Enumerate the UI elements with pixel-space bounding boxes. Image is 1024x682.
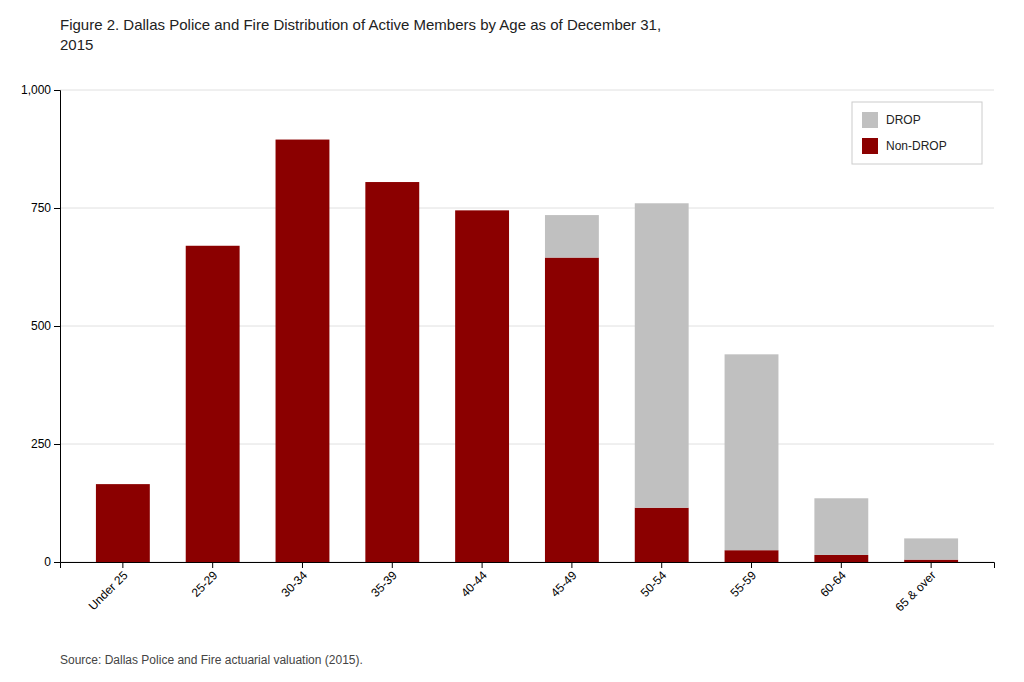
- bar: [904, 560, 958, 562]
- x-tick: 25-29: [189, 562, 221, 600]
- x-tick-label: 55-59: [728, 568, 760, 600]
- legend-swatch: [862, 138, 878, 154]
- x-tick: 30-34: [279, 562, 311, 600]
- x-tick-label: 50-54: [638, 568, 670, 600]
- x-tick: 40-44: [458, 562, 490, 600]
- x-tick-mark: [212, 562, 213, 568]
- title: Figure 2. Dallas Police and Fire Distrib…: [60, 16, 661, 53]
- y-tick-label: 500: [31, 319, 51, 333]
- y-tick-mark: [54, 90, 60, 91]
- bar: [96, 484, 150, 485]
- x-tick-label: 65 & over: [893, 568, 939, 614]
- grid-line: [60, 90, 994, 91]
- bar: [365, 182, 419, 183]
- x-axis-line: [61, 563, 995, 569]
- y-tick-mark: [54, 444, 60, 445]
- y-tick: 0: [44, 555, 60, 569]
- x-tick-label: Under 25: [86, 568, 131, 613]
- plot: 0 250 500 750 1,000 Under 25 25-29 30-34 35-39 40…: [21, 83, 995, 614]
- bar-series: [545, 203, 958, 559]
- x-tick: 65 & over: [893, 562, 939, 614]
- title-line: 2015: [60, 36, 93, 53]
- x-tick-label: 30-34: [279, 568, 311, 600]
- x-tick-label: 45-49: [548, 568, 580, 600]
- y-tick-label: 750: [31, 201, 51, 215]
- grid: [60, 90, 994, 562]
- title-line: Figure 2. Dallas Police and Fire Distrib…: [60, 16, 661, 33]
- y-tick: 250: [31, 437, 60, 451]
- bar: [725, 354, 779, 550]
- legend-label: DROP: [886, 113, 921, 127]
- legend: DROP Non-DROP: [852, 102, 982, 164]
- y-axis: 0 250 500 750 1,000: [21, 83, 61, 569]
- x-tick-mark: [122, 562, 123, 568]
- chart: 0 250 500 750 1,000 Under 25 25-29 30-34 35-39 40…: [0, 0, 1024, 682]
- y-tick-mark: [54, 562, 60, 563]
- legend-label: Non-DROP: [886, 139, 947, 153]
- y-tick-mark: [54, 208, 60, 209]
- y-tick-mark: [54, 326, 60, 327]
- x-tick-label: 40-44: [458, 568, 490, 600]
- x-tick-mark: [482, 562, 483, 568]
- x-axis: Under 25 25-29 30-34 35-39 40-44 45-49 50-54 55…: [61, 562, 995, 614]
- y-tick-label: 1,000: [21, 83, 51, 97]
- legend-frame: [852, 102, 982, 164]
- x-tick: 45-49: [548, 562, 580, 600]
- x-tick-mark: [841, 562, 842, 568]
- bar: [545, 258, 599, 562]
- legend-item: Non-DROP: [862, 138, 947, 154]
- bar: [365, 182, 419, 562]
- bar: [545, 215, 599, 257]
- legend-item: DROP: [862, 112, 921, 128]
- x-tick: 50-54: [638, 562, 670, 600]
- bar: [904, 538, 958, 559]
- bar: [455, 210, 509, 211]
- x-tick-mark: [661, 562, 662, 568]
- bar: [725, 550, 779, 562]
- x-tick: 60-64: [817, 562, 849, 600]
- x-tick-mark: [931, 562, 932, 568]
- x-tick: 55-59: [728, 562, 760, 600]
- x-tick-mark: [571, 562, 572, 568]
- bar-series: [96, 140, 958, 562]
- legend-swatch: [862, 112, 878, 128]
- y-tick: 500: [31, 319, 60, 333]
- bar: [635, 508, 689, 562]
- x-tick-label: 35-39: [368, 568, 400, 600]
- x-tick-mark: [302, 562, 303, 568]
- bar: [814, 498, 868, 555]
- bar: [186, 245, 240, 246]
- bar: [186, 246, 240, 562]
- x-tick: 35-39: [368, 562, 400, 600]
- x-tick-mark: [751, 562, 752, 568]
- annotation: Source: Dallas Police and Fire actuarial…: [60, 653, 363, 667]
- x-tick-mark: [392, 562, 393, 568]
- bars: [96, 140, 958, 562]
- bar: [635, 203, 689, 507]
- y-tick-label: 250: [31, 437, 51, 451]
- y-tick: 750: [31, 201, 60, 215]
- y-axis-line: [54, 91, 61, 563]
- grid-line: [60, 208, 994, 209]
- bar: [276, 139, 330, 140]
- bar: [96, 484, 150, 562]
- y-tick-label: 0: [44, 555, 51, 569]
- x-tick: Under 25: [86, 562, 131, 613]
- bar: [276, 140, 330, 562]
- bar: [814, 555, 868, 562]
- x-tick-label: 60-64: [817, 568, 849, 600]
- y-tick: 1,000: [21, 83, 60, 97]
- x-tick-label: 25-29: [189, 568, 221, 600]
- bar: [455, 210, 509, 562]
